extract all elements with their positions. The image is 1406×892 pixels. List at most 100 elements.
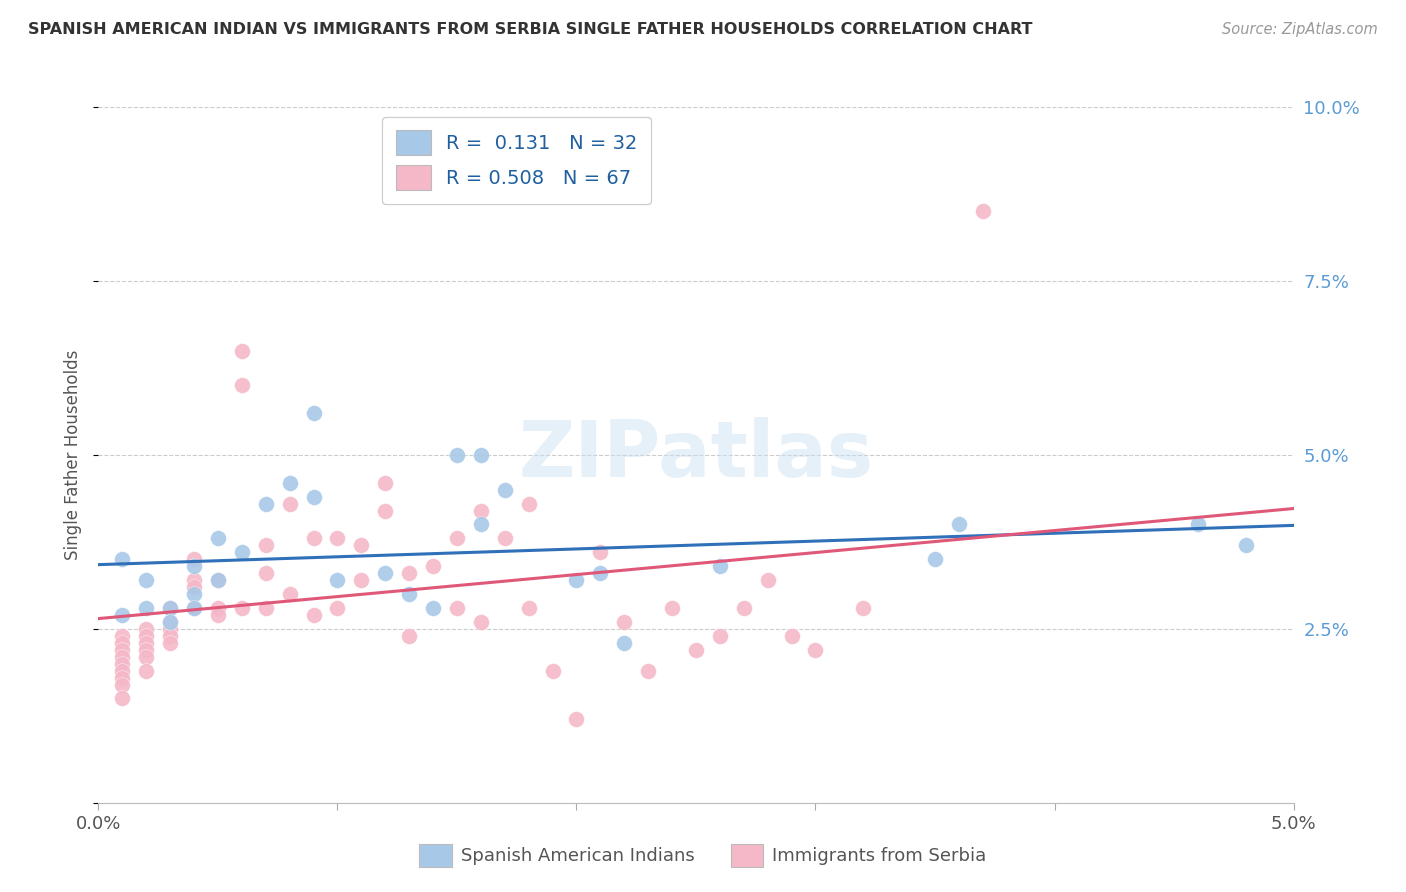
Point <box>254 566 277 581</box>
Point <box>637 664 659 678</box>
Point <box>565 573 588 587</box>
Point <box>159 629 181 643</box>
Point <box>613 636 636 650</box>
Point <box>1234 538 1257 552</box>
Y-axis label: Single Father Households: Single Father Households <box>65 350 83 560</box>
Point <box>183 559 205 574</box>
Point <box>135 636 157 650</box>
Point <box>685 642 707 657</box>
Point <box>183 601 205 615</box>
Point <box>111 642 134 657</box>
Point <box>398 587 420 601</box>
Point <box>494 532 516 546</box>
Point <box>254 601 277 615</box>
Point <box>231 343 253 358</box>
Point <box>207 573 229 587</box>
Point <box>350 538 373 552</box>
Point <box>350 573 373 587</box>
Point <box>207 601 229 615</box>
Point <box>494 483 516 497</box>
Text: SPANISH AMERICAN INDIAN VS IMMIGRANTS FROM SERBIA SINGLE FATHER HOUSEHOLDS CORRE: SPANISH AMERICAN INDIAN VS IMMIGRANTS FR… <box>28 22 1032 37</box>
Point <box>302 532 325 546</box>
Point <box>756 573 779 587</box>
Point <box>852 601 875 615</box>
Point <box>470 448 492 462</box>
Point <box>302 607 325 622</box>
Point <box>780 629 803 643</box>
Point <box>398 629 420 643</box>
Point <box>422 559 444 574</box>
Point <box>231 601 253 615</box>
Point <box>183 580 205 594</box>
Point <box>278 475 301 490</box>
Point <box>1187 517 1209 532</box>
Point <box>159 636 181 650</box>
Point <box>135 664 157 678</box>
Point <box>111 636 134 650</box>
Point <box>159 601 181 615</box>
Point <box>709 629 731 643</box>
Point <box>589 545 612 559</box>
Point <box>541 664 564 678</box>
Text: ZIPatlas: ZIPatlas <box>519 417 873 493</box>
Point <box>302 406 325 420</box>
Point <box>111 629 134 643</box>
Point <box>446 532 468 546</box>
Point <box>111 664 134 678</box>
Point <box>207 532 229 546</box>
Point <box>111 649 134 664</box>
Point <box>183 601 205 615</box>
Point <box>422 601 444 615</box>
Point <box>613 615 636 629</box>
Point <box>374 503 396 517</box>
Point <box>278 497 301 511</box>
Text: Source: ZipAtlas.com: Source: ZipAtlas.com <box>1222 22 1378 37</box>
Point <box>111 657 134 671</box>
Point <box>183 552 205 566</box>
Point <box>924 552 946 566</box>
Point <box>709 559 731 574</box>
Point <box>517 497 540 511</box>
Point <box>159 601 181 615</box>
Point <box>470 517 492 532</box>
Point <box>183 587 205 601</box>
Point <box>302 490 325 504</box>
Legend: R =  0.131   N = 32, R = 0.508   N = 67: R = 0.131 N = 32, R = 0.508 N = 67 <box>382 117 651 203</box>
Point <box>111 691 134 706</box>
Point <box>374 475 396 490</box>
Point <box>159 615 181 629</box>
Point <box>135 601 157 615</box>
Point <box>231 545 253 559</box>
Point <box>231 378 253 392</box>
Point <box>733 601 755 615</box>
Point <box>207 607 229 622</box>
Point <box>374 566 396 581</box>
Point <box>111 552 134 566</box>
Point <box>183 573 205 587</box>
Point <box>207 573 229 587</box>
Point <box>326 532 349 546</box>
Point <box>135 573 157 587</box>
Point <box>446 601 468 615</box>
Point <box>972 204 994 219</box>
Point <box>661 601 683 615</box>
Point <box>111 677 134 691</box>
Point <box>565 712 588 726</box>
Point <box>589 566 612 581</box>
Point <box>135 622 157 636</box>
Point <box>278 587 301 601</box>
Point <box>804 642 827 657</box>
Point <box>398 566 420 581</box>
Point <box>135 649 157 664</box>
Point <box>135 642 157 657</box>
Point <box>135 629 157 643</box>
Point <box>159 622 181 636</box>
Point <box>111 607 134 622</box>
Point <box>470 615 492 629</box>
Point <box>111 671 134 685</box>
Point <box>517 601 540 615</box>
Point <box>326 601 349 615</box>
Point <box>470 503 492 517</box>
Point <box>326 573 349 587</box>
Point <box>254 497 277 511</box>
